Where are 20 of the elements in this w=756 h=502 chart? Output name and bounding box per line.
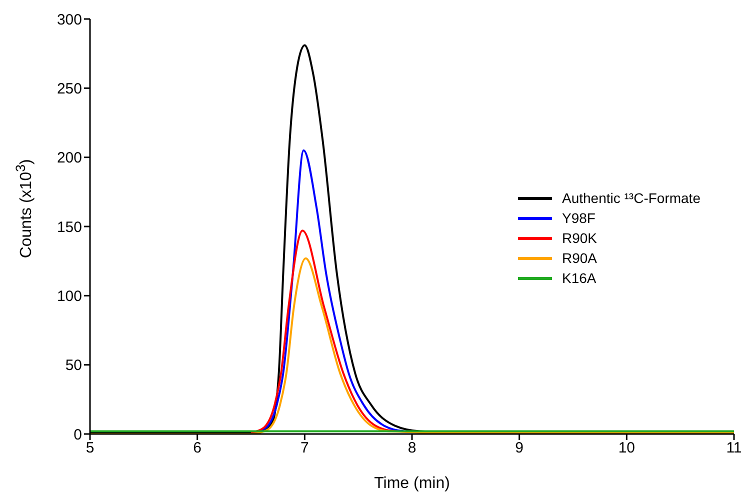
x-axis-title: Time (min)	[374, 475, 450, 492]
x-tick-label: 9	[515, 440, 524, 457]
y-tick-label: 250	[56, 80, 82, 98]
y-tick-label: 100	[56, 288, 82, 305]
x-tick-label: 7	[300, 440, 309, 457]
legend-label: R90K	[562, 230, 598, 246]
y-tick-label: 0	[74, 426, 82, 444]
legend-label: Authentic ¹³C-Formate	[562, 190, 700, 206]
x-tick-label: 8	[408, 440, 416, 457]
x-tick-label: 5	[86, 440, 94, 457]
legend-label: Y98F	[562, 210, 596, 226]
legend-label: R90A	[562, 250, 598, 266]
y-tick-label: 150	[56, 218, 82, 236]
y-tick-label: 200	[56, 150, 82, 167]
y-tick-label: 300	[56, 11, 82, 28]
y-tick-label: 50	[65, 357, 82, 374]
x-tick-label: 11	[726, 440, 742, 457]
x-tick-label: 10	[618, 440, 636, 457]
legend-label: K16A	[562, 270, 596, 286]
x-tick-label: 6	[193, 440, 202, 457]
